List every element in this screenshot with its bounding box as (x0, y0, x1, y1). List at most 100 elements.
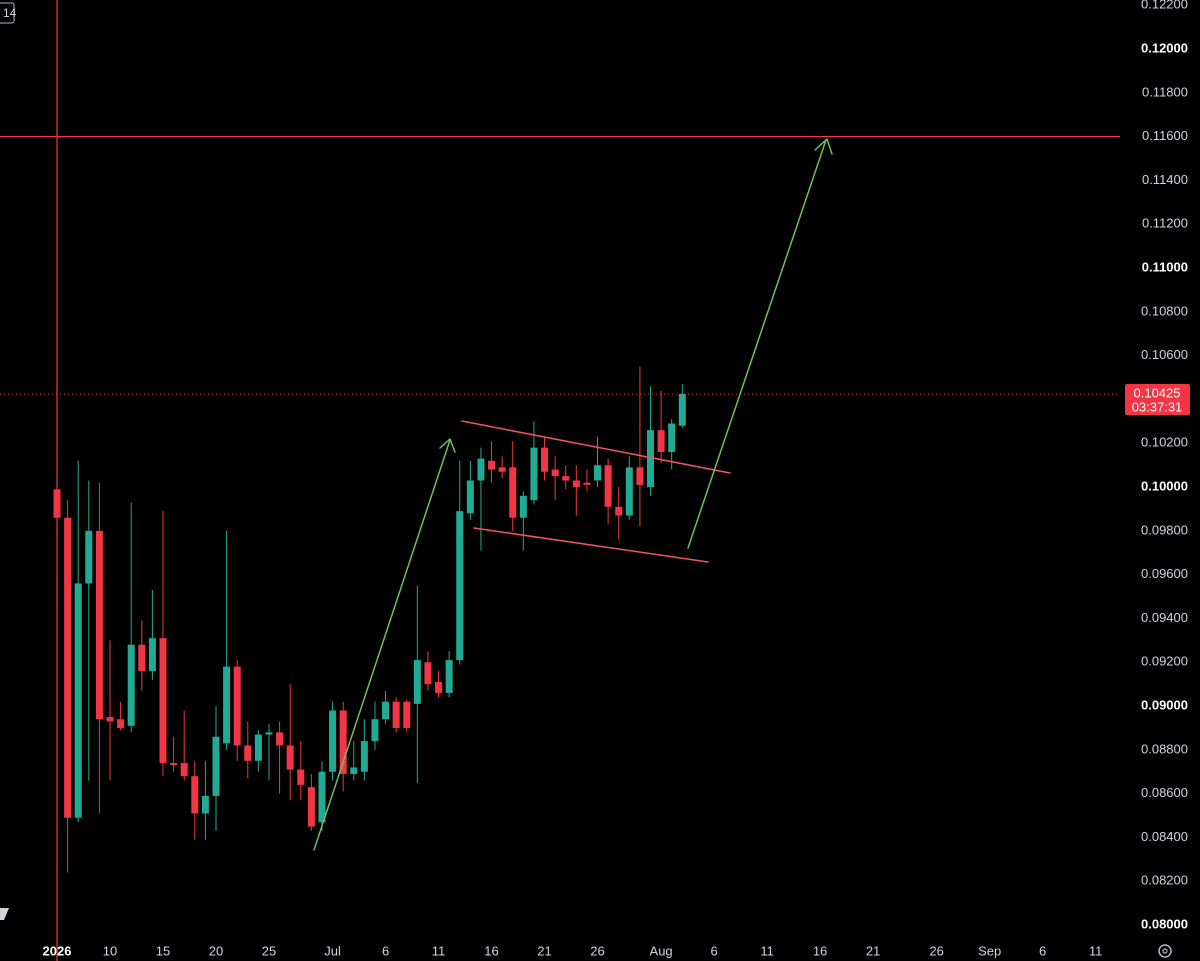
candle-body (276, 732, 284, 746)
candle-body (106, 717, 114, 722)
x-tick-label: 26 (590, 943, 604, 958)
candle-body (297, 769, 305, 785)
candle-body (382, 701, 390, 720)
candle-body (74, 583, 82, 818)
x-tick-label: 11 (760, 943, 774, 958)
x-tick-label: 10 (103, 943, 117, 958)
candle-body (286, 745, 294, 770)
x-tick-label: 16 (484, 943, 498, 958)
candle-body (254, 734, 262, 761)
candle-body (339, 710, 347, 774)
corner-badge (0, 2, 15, 24)
corner-label: 14 (3, 6, 17, 20)
candle-body (583, 482, 591, 485)
candle-body (371, 719, 379, 742)
candle-body (466, 480, 474, 514)
last-price-box (1125, 383, 1190, 415)
y-tick-label: 0.08000 (1141, 917, 1188, 932)
y-tick-label: 0.12200 (1141, 0, 1188, 12)
y-tick-label: 0.10000 (1141, 479, 1188, 494)
candle-body (85, 530, 93, 584)
channel-lower (473, 527, 709, 563)
candle-body (212, 736, 220, 796)
x-tick-label: 11 (1089, 943, 1103, 958)
candle-body (223, 666, 231, 744)
channel-upper (461, 420, 731, 474)
x-tick-label: 16 (813, 943, 827, 958)
arrow-head (814, 138, 833, 155)
settings-button[interactable] (1158, 944, 1172, 958)
candle-body (233, 666, 241, 746)
logo (0, 908, 9, 920)
candle-body (180, 763, 188, 777)
candle-body (350, 767, 358, 774)
candle-body (572, 480, 580, 488)
candle-body (625, 467, 633, 516)
candle-body (519, 495, 527, 518)
candle-body (318, 771, 326, 823)
y-tick-label: 0.11800 (1142, 84, 1188, 99)
x-tick-label: 11 (432, 943, 446, 958)
candle-body (53, 489, 61, 518)
candle-body (244, 745, 252, 761)
candle-body (95, 530, 103, 720)
candle-body (329, 710, 337, 772)
candle-body (456, 511, 464, 661)
candle-body (647, 430, 655, 488)
y-tick-label: 0.10600 (1141, 347, 1188, 362)
candle-body (148, 638, 156, 672)
arrow-line (687, 139, 827, 549)
y-tick-label: 0.08600 (1141, 785, 1188, 800)
candle-body (445, 660, 453, 693)
candle-body (541, 447, 549, 472)
y-tick-label: 0.10800 (1141, 303, 1188, 318)
arrow-head (439, 438, 456, 453)
y-tick-label: 0.09400 (1141, 610, 1188, 625)
candle-body (530, 447, 538, 501)
candle-body (594, 465, 602, 481)
candle-body (138, 644, 146, 672)
candle-body (668, 423, 676, 453)
candle-body (127, 644, 135, 726)
y-tick-label: 0.08200 (1141, 873, 1188, 888)
countdown-label: 03:37:31 (1132, 399, 1183, 414)
y-tick-label: 0.09800 (1141, 522, 1188, 537)
candle-body (435, 681, 443, 693)
last-price-label: 0.10425 (1134, 385, 1181, 400)
candle-body (265, 732, 273, 735)
candle-body (498, 467, 506, 472)
x-tick-label: 15 (156, 943, 170, 958)
candle-body (657, 430, 665, 453)
settings-icon[interactable] (1158, 944, 1172, 958)
candle-body (392, 701, 400, 728)
candle-body (551, 469, 559, 477)
arrow-line (313, 439, 451, 851)
y-tick-label: 0.09600 (1141, 566, 1188, 581)
candle-body (159, 638, 167, 764)
y-tick-label: 0.09200 (1141, 654, 1188, 669)
drawings (313, 138, 833, 851)
y-tick-label: 0.11200 (1142, 216, 1188, 231)
x-tick-label: 2026 (43, 943, 72, 958)
x-tick-label: Sep (978, 943, 1001, 958)
candle-body (477, 458, 485, 481)
y-tick-label: 0.11000 (1142, 260, 1188, 275)
candle-body (604, 465, 612, 507)
plot-area (0, 0, 1120, 961)
candle-body (509, 467, 517, 518)
candle-body (615, 506, 623, 516)
candle-body (678, 393, 686, 426)
x-tick-label: 21 (866, 943, 880, 958)
candle-body (488, 460, 496, 470)
x-tick-label: 21 (537, 943, 551, 958)
y-tick-label: 0.08400 (1141, 829, 1188, 844)
y-tick-label: 0.11400 (1142, 172, 1188, 187)
candle-body (636, 467, 644, 485)
candle-body (403, 701, 411, 728)
y-tick-label: 0.12000 (1141, 40, 1188, 55)
x-tick-label: Jul (324, 943, 341, 958)
settings-icon-core[interactable] (1162, 948, 1168, 954)
x-tick-label: 26 (929, 943, 943, 958)
